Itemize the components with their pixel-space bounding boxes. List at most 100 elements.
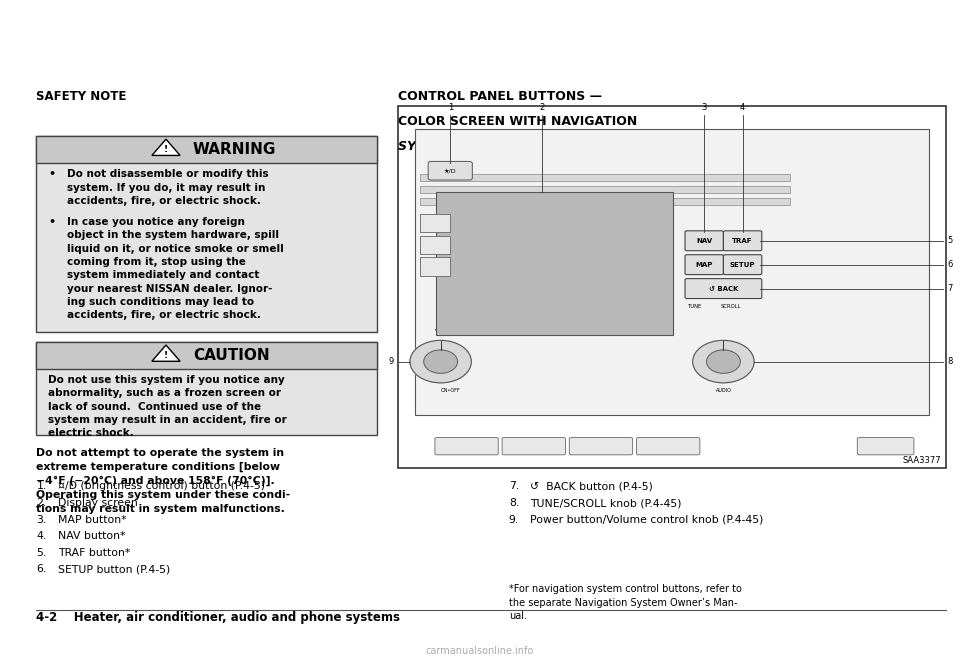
- Text: system immediately and contact: system immediately and contact: [67, 270, 259, 280]
- FancyBboxPatch shape: [724, 231, 762, 251]
- Text: 9: 9: [389, 357, 394, 366]
- FancyBboxPatch shape: [502, 438, 565, 455]
- Bar: [36, 136, 377, 332]
- Text: TUNE: TUNE: [687, 304, 702, 309]
- Polygon shape: [152, 345, 180, 361]
- Text: 1: 1: [447, 102, 453, 112]
- Text: 4: 4: [740, 102, 745, 112]
- Polygon shape: [152, 139, 180, 155]
- Text: −4°F (−20°C) and above 158°F (70°C)].: −4°F (−20°C) and above 158°F (70°C)].: [36, 476, 276, 487]
- Text: 4.: 4.: [36, 531, 47, 541]
- Text: 2: 2: [540, 102, 545, 112]
- Text: MAP: MAP: [696, 262, 713, 268]
- Text: your nearest NISSAN dealer. Ignor-: your nearest NISSAN dealer. Ignor-: [67, 284, 273, 293]
- Text: 6.: 6.: [36, 564, 47, 574]
- Text: 2.: 2.: [36, 498, 47, 508]
- Text: *For navigation system control buttons, refer to
the separate Navigation System : *For navigation system control buttons, …: [509, 584, 742, 621]
- Text: TRAF: TRAF: [732, 238, 753, 244]
- Text: extreme temperature conditions [below: extreme temperature conditions [below: [36, 462, 280, 472]
- Text: TRAF button*: TRAF button*: [58, 548, 130, 558]
- Text: !: !: [164, 351, 168, 360]
- Text: 8: 8: [948, 357, 953, 366]
- Text: carmanualsonline.info: carmanualsonline.info: [426, 646, 534, 656]
- FancyBboxPatch shape: [857, 438, 914, 455]
- Text: CAUTION: CAUTION: [193, 348, 270, 363]
- Text: 5.: 5.: [36, 548, 47, 558]
- Bar: [420, 186, 790, 193]
- FancyBboxPatch shape: [685, 231, 724, 251]
- Text: tions may result in system malfunctions.: tions may result in system malfunctions.: [36, 504, 285, 514]
- Bar: [420, 214, 450, 232]
- Text: Do not use this system if you notice any: Do not use this system if you notice any: [48, 375, 285, 385]
- Bar: [420, 198, 790, 205]
- Bar: [436, 193, 673, 335]
- Text: TUNE/SCROLL knob (P.4-45): TUNE/SCROLL knob (P.4-45): [530, 498, 682, 508]
- Circle shape: [693, 341, 755, 383]
- Bar: [420, 236, 450, 254]
- Text: SAFETY NOTE: SAFETY NOTE: [36, 90, 127, 103]
- Text: ing such conditions may lead to: ing such conditions may lead to: [67, 297, 254, 307]
- Text: WARNING: WARNING: [193, 142, 276, 157]
- Bar: [415, 129, 929, 415]
- FancyBboxPatch shape: [685, 255, 724, 275]
- FancyBboxPatch shape: [724, 255, 762, 275]
- Text: MAP: MAP: [879, 444, 892, 449]
- Circle shape: [423, 350, 458, 373]
- Text: NAV button*: NAV button*: [58, 531, 125, 541]
- Text: liquid on it, or notice smoke or smell: liquid on it, or notice smoke or smell: [67, 244, 284, 254]
- Text: 9.: 9.: [509, 515, 519, 525]
- Text: system. If you do, it may result in: system. If you do, it may result in: [67, 183, 266, 193]
- Text: 7: 7: [948, 284, 953, 293]
- Text: 6: 6: [948, 260, 953, 269]
- Text: !: !: [164, 145, 168, 154]
- Text: SCROLL: SCROLL: [721, 304, 741, 309]
- Text: SETUP button (P.4-5): SETUP button (P.4-5): [58, 564, 170, 574]
- Text: electric shock.: electric shock.: [48, 428, 133, 438]
- Text: ON•OFF: ON•OFF: [441, 388, 460, 393]
- Text: 3.: 3.: [36, 515, 47, 525]
- FancyBboxPatch shape: [435, 438, 498, 455]
- Text: •: •: [48, 217, 55, 227]
- Text: CONTROL PANEL BUTTONS —: CONTROL PANEL BUTTONS —: [398, 90, 603, 103]
- Circle shape: [707, 350, 740, 373]
- Text: 1.: 1.: [36, 481, 47, 491]
- Text: SETUP: SETUP: [730, 262, 756, 268]
- Text: 7.: 7.: [509, 481, 519, 491]
- Bar: [420, 258, 450, 276]
- Text: ¤/D (brightness control) button (P.4-5): ¤/D (brightness control) button (P.4-5): [58, 481, 265, 491]
- Bar: [420, 174, 790, 181]
- Text: Operating this system under these condi-: Operating this system under these condi-: [36, 490, 291, 500]
- Text: Power button/Volume control knob (P.4-45): Power button/Volume control knob (P.4-45…: [530, 515, 763, 525]
- Text: VOL: VOL: [435, 329, 446, 334]
- Text: 5: 5: [948, 236, 952, 245]
- Bar: [398, 106, 946, 468]
- Text: In case you notice any foreign: In case you notice any foreign: [67, 217, 245, 227]
- Text: SAA3377: SAA3377: [902, 456, 941, 465]
- FancyBboxPatch shape: [636, 438, 700, 455]
- Circle shape: [410, 341, 471, 383]
- Text: ★/D: ★/D: [444, 168, 457, 173]
- Text: object in the system hardware, spill: object in the system hardware, spill: [67, 230, 279, 240]
- Text: 4-2    Heater, air conditioner, audio and phone systems: 4-2 Heater, air conditioner, audio and p…: [36, 611, 400, 624]
- Text: lack of sound.  Continued use of the: lack of sound. Continued use of the: [48, 402, 261, 412]
- Text: •: •: [48, 169, 55, 179]
- Bar: [36, 342, 377, 369]
- Text: system may result in an accident, fire or: system may result in an accident, fire o…: [48, 415, 287, 425]
- Text: COLOR SCREEN WITH NAVIGATION: COLOR SCREEN WITH NAVIGATION: [398, 115, 637, 128]
- Text: accidents, fire, or electric shock.: accidents, fire, or electric shock.: [67, 310, 261, 320]
- Text: accidents, fire, or electric shock.: accidents, fire, or electric shock.: [67, 196, 261, 206]
- Text: SYSTEM (if so equipped): SYSTEM (if so equipped): [398, 140, 571, 153]
- Text: Display screen: Display screen: [58, 498, 137, 508]
- Text: 8.: 8.: [509, 498, 519, 508]
- Text: coming from it, stop using the: coming from it, stop using the: [67, 257, 246, 267]
- Text: 3: 3: [702, 102, 707, 112]
- Text: abnormality, such as a frozen screen or: abnormality, such as a frozen screen or: [48, 388, 281, 398]
- Text: AUDIO: AUDIO: [715, 388, 732, 393]
- Text: ↺ BACK: ↺ BACK: [708, 286, 738, 291]
- Text: ↺  BACK button (P.4-5): ↺ BACK button (P.4-5): [530, 481, 653, 491]
- FancyBboxPatch shape: [428, 161, 472, 180]
- Text: MAP button*: MAP button*: [58, 515, 126, 525]
- Text: NAV: NAV: [696, 238, 712, 244]
- FancyBboxPatch shape: [685, 279, 762, 299]
- Text: Do not attempt to operate the system in: Do not attempt to operate the system in: [36, 448, 284, 458]
